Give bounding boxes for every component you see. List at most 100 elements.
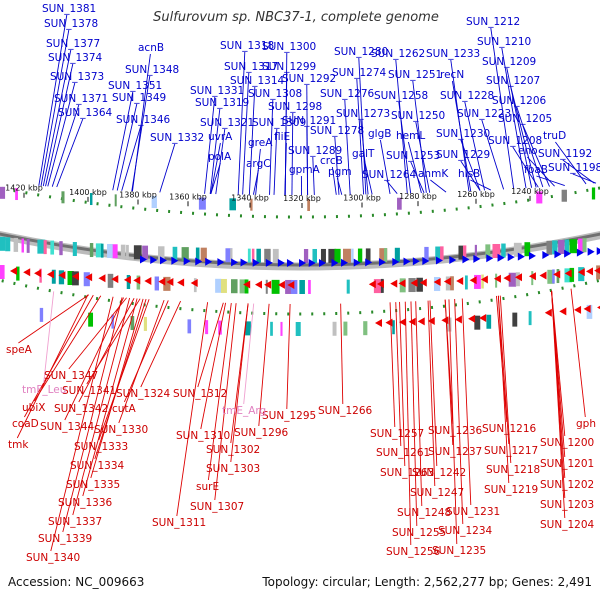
forward-feature-block — [320, 248, 326, 263]
inner-feature-block — [39, 307, 44, 322]
reverse-gene-label: SUN_1231 — [446, 506, 500, 518]
reverse-gene-arrow — [410, 278, 418, 287]
scale-tick-label: 1380 kbp — [119, 190, 157, 199]
forward-feature-block — [462, 245, 467, 260]
reverse-gene-label: SUN_1311 — [152, 517, 206, 529]
forward-gene-label: SUN_1300 — [262, 41, 316, 53]
inner-feature-block — [88, 312, 94, 327]
reverse-gene-label: SUN_1310 — [176, 430, 230, 442]
reverse-gene-label: gph — [576, 418, 596, 430]
forward-gene-leader-line — [284, 142, 287, 195]
forward-gene-label: uvrA — [208, 131, 233, 143]
reverse-gene-arrow — [376, 280, 384, 289]
reverse-gene-leader-line — [399, 301, 406, 467]
forward-gene-label: SUN_1198 — [548, 162, 600, 174]
forward-gene-arrow — [507, 253, 515, 262]
forward-gene-label: gpmA — [289, 164, 321, 176]
reverse-feature-block — [58, 270, 65, 285]
reverse-feature-block — [215, 278, 222, 293]
reverse-gene-label: SUN_1217 — [484, 445, 538, 457]
forward-gene-leader-line — [248, 86, 256, 195]
reverse-gene-arrow — [469, 276, 477, 285]
forward-gene-leader-line — [464, 101, 486, 191]
reverse-gene-label: SUN_1204 — [540, 519, 594, 531]
forward-gene-label: SUN_1278 — [310, 125, 364, 137]
forward-gene-label: SUN_1262 — [371, 48, 425, 60]
reverse-gene-arrow — [468, 314, 476, 323]
label-leader-lines — [16, 14, 597, 552]
outer-feature-block — [229, 198, 236, 211]
reverse-gene-arrow — [123, 275, 131, 284]
forward-gene-leader-line — [410, 161, 425, 194]
reverse-gene-label: SUN_1201 — [540, 458, 594, 470]
reverse-gene-label: SUN_1324 — [116, 388, 170, 400]
inner-feature-block — [270, 321, 273, 336]
reverse-gene-label: ubiX — [22, 402, 45, 414]
reverse-feature-block — [515, 272, 520, 287]
forward-gene-leader-line — [470, 179, 492, 191]
outer-feature-block — [61, 191, 65, 204]
forward-gene-arrow — [159, 256, 167, 265]
forward-gene-label: argC — [246, 158, 271, 170]
forward-feature-block — [5, 237, 11, 252]
reverse-feature-block — [83, 272, 90, 287]
forward-gene-label: SUN_1210 — [477, 36, 531, 48]
reverse-gene-label: SUN_1303 — [206, 463, 260, 475]
reverse-gene-label: SUN_1248 — [397, 507, 451, 519]
reverse-feature-block — [72, 271, 79, 286]
reverse-feature-block — [578, 267, 585, 282]
reverse-gene-leader-line — [258, 303, 270, 427]
inner-feature-block — [205, 320, 209, 335]
forward-gene-leader-line — [56, 118, 84, 188]
forward-gene-leader-line — [516, 106, 544, 188]
outer-feature-block — [15, 188, 18, 201]
reverse-feature-block — [433, 277, 441, 292]
forward-gene-leader-line — [412, 80, 427, 193]
reverse-gene-label: SUN_1347 — [44, 370, 98, 382]
forward-feature-block — [312, 248, 317, 263]
reverse-gene-arrow — [528, 272, 536, 281]
outer-feature-block — [561, 189, 567, 202]
reverse-gene-label: SUN_1307 — [190, 501, 244, 513]
forward-gene-leader-line — [273, 128, 278, 195]
forward-gene-arrow — [299, 258, 307, 267]
reverse-gene-arrow — [255, 280, 263, 289]
reverse-gene-label: SUN_1242 — [412, 467, 466, 479]
reverse-gene-leader-line — [34, 295, 102, 402]
reverse-gene-label: tmk — [8, 439, 29, 451]
outer-feature-block — [591, 187, 596, 200]
reverse-gene-label: SUN_1257 — [370, 428, 424, 440]
forward-gene-arrow — [517, 252, 525, 261]
forward-gene-label: SUN_1332 — [150, 132, 204, 144]
forward-gene-label: greA — [248, 137, 273, 149]
forward-feature-block — [379, 248, 388, 263]
rna-gene-label: tmE_Arg — [222, 405, 266, 417]
reverse-gene-arrow — [385, 318, 393, 327]
reverse-gene-label: SUN_1255 — [392, 527, 446, 539]
reverse-gene-leader-line — [197, 302, 224, 388]
reverse-gene-leader-line — [207, 302, 232, 481]
forward-gene-leader-line — [336, 177, 343, 195]
forward-gene-arrow — [252, 258, 260, 267]
inner-feature-block — [245, 321, 251, 336]
forward-gene-label: SUN_1292 — [282, 73, 336, 85]
reverse-gene-label: SUN_1261 — [376, 447, 430, 459]
scale-tick-label: 1400 kbp — [69, 188, 107, 197]
reverse-gene-arrow — [417, 317, 425, 326]
forward-gene-label: SUN_1381 — [42, 3, 96, 15]
reverse-gene-arrow — [408, 317, 416, 326]
forward-gene-leader-line — [562, 159, 595, 184]
reverse-gene-leader-line — [140, 300, 182, 388]
reverse-gene-arrow — [427, 316, 435, 325]
reverse-feature-block — [408, 278, 416, 293]
forward-gene-label: hisB — [458, 168, 480, 180]
forward-gene-label: SUN_1192 — [538, 148, 592, 160]
forward-gene-leader-line — [460, 139, 481, 191]
forward-gene-label: SUN_1378 — [44, 18, 98, 30]
forward-gene-label: SUN_1289 — [288, 145, 342, 157]
forward-gene-arrow — [497, 253, 505, 262]
forward-gene-label: recN — [440, 69, 464, 81]
forward-gene-leader-line — [407, 141, 422, 194]
reverse-gene-label: SUN_1237 — [428, 446, 482, 458]
forward-gene-arrow — [140, 255, 147, 264]
